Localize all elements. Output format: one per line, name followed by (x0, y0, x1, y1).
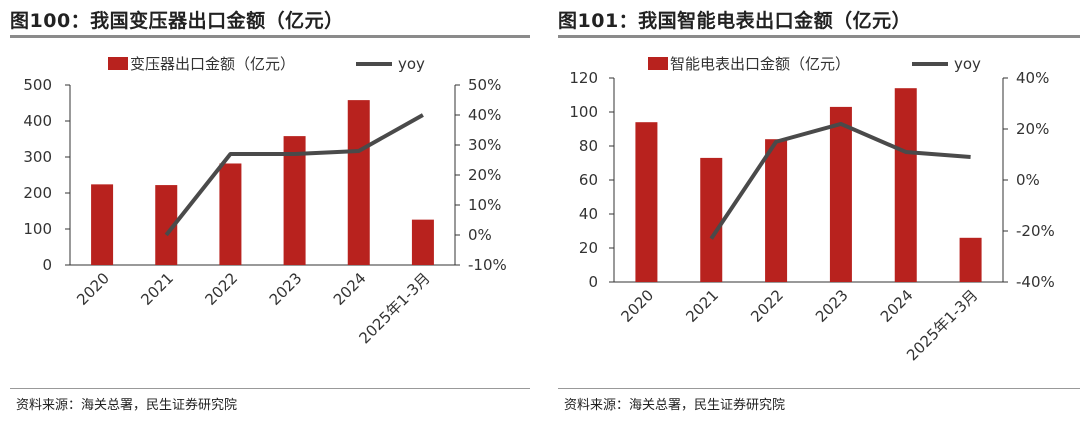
x-tick-label: 2024 (330, 269, 370, 309)
x-tick-label: 2023 (266, 269, 306, 309)
bar-2020 (91, 184, 114, 265)
left-tick-label: 40 (579, 205, 598, 223)
source-rule (10, 388, 530, 389)
source-note: 资料来源：海关总署，民生证券研究院 (16, 398, 238, 413)
bar-2022 (765, 139, 788, 282)
bar-2023 (283, 136, 306, 265)
bar-2021 (155, 185, 178, 265)
bar-2025年1-3月 (959, 237, 982, 282)
chart-panel-smart-meter: 图101：我国智能电表出口金额（亿元） 智能电表出口金额（亿元） yoy 0 20 40… (548, 0, 1080, 423)
left-tick-label: 120 (569, 69, 598, 87)
bar-2022 (219, 163, 242, 265)
legend-bar-swatch (648, 57, 668, 70)
right-tick-label: -20% (1016, 222, 1055, 240)
left-tick-label: 60 (579, 171, 598, 189)
left-tick-label: 500 (23, 76, 52, 94)
legend-bar-swatch (108, 57, 128, 70)
left-tick-label: 80 (579, 137, 598, 155)
right-tick-label: 20% (1016, 120, 1049, 138)
figure-title: 图101：我国智能电表出口金额（亿元） (558, 10, 912, 32)
x-tick-label: 2021 (682, 286, 722, 326)
right-tick-label: 0% (1016, 171, 1040, 189)
right-tick-label: -10% (468, 256, 507, 274)
legend-line-label: yoy (954, 55, 981, 73)
source-note: 资料来源：海关总署，民生证券研究院 (564, 398, 786, 413)
source-rule (558, 388, 1080, 389)
figure-title: 图100：我国变压器出口金额（亿元） (10, 10, 344, 32)
left-tick-label: 100 (23, 220, 52, 238)
x-tick-label: 2020 (73, 269, 113, 309)
right-tick-label: 40% (1016, 69, 1049, 87)
right-tick-label: 0% (468, 226, 492, 244)
bar-2024 (347, 100, 370, 265)
legend-bar-label: 变压器出口金额（亿元） (130, 55, 295, 73)
left-tick-label: 0 (588, 273, 598, 291)
right-tick-label: 50% (468, 76, 501, 94)
x-tick-label: 2024 (877, 286, 917, 326)
x-tick-label: 2021 (137, 269, 177, 309)
left-tick-label: 300 (23, 148, 52, 166)
x-tick-label: 2020 (618, 286, 658, 326)
x-tick-label: 2023 (812, 286, 852, 326)
left-tick-label: 400 (23, 112, 52, 130)
x-tick-label: 2022 (202, 269, 242, 309)
bar-2024 (894, 88, 917, 282)
right-tick-label: 40% (468, 106, 501, 124)
title-rule (558, 35, 1080, 38)
right-tick-label: 20% (468, 166, 501, 184)
bar-2021 (700, 157, 723, 282)
left-tick-label: 20 (579, 239, 598, 257)
smart-meter-export-chart: 智能电表出口金额（亿元） yoy 0 20 40 60 80 100 120 -40% -20% 0%… (569, 55, 1055, 364)
x-tick-label: 2022 (747, 286, 787, 326)
bar-2025年1-3月 (411, 219, 434, 265)
left-tick-label: 0 (42, 256, 52, 274)
chart-panel-transformer: 图100：我国变压器出口金额（亿元） 变压器出口金额（亿元） yoy 0 100 200… (0, 0, 530, 423)
legend-bar-label: 智能电表出口金额（亿元） (670, 55, 850, 73)
transformer-export-chart: 变压器出口金额（亿元） yoy 0 100 200 300 400 500 -10% 0% 10% 2… (23, 55, 507, 347)
title-rule (10, 35, 530, 38)
right-tick-label: 30% (468, 136, 501, 154)
right-tick-label: 10% (468, 196, 501, 214)
bar-2023 (829, 106, 852, 283)
left-tick-label: 100 (569, 103, 598, 121)
left-tick-label: 200 (23, 184, 52, 202)
right-tick-label: -40% (1016, 273, 1055, 291)
legend-line-label: yoy (398, 55, 425, 73)
bar-2020 (635, 122, 658, 282)
